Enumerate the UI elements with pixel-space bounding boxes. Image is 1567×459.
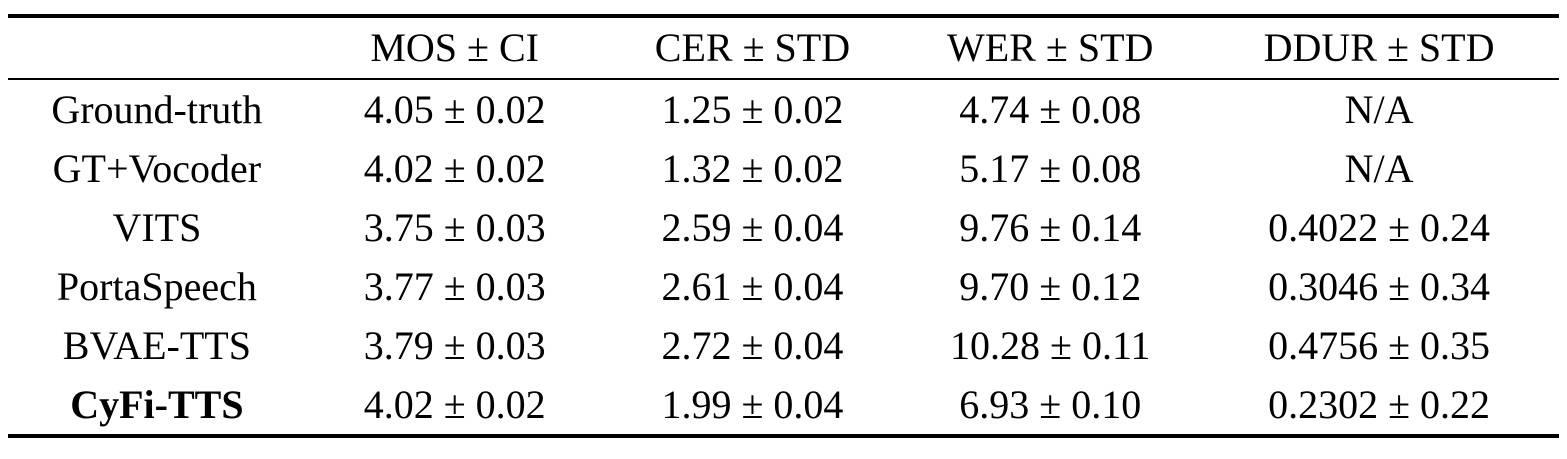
mos-cell: 4.02 ± 0.02 xyxy=(363,381,546,427)
table-header: MOS ± CI CER ± STD WER ± STD DDUR ± STD xyxy=(8,16,1559,80)
table-row-portaspeech: PortaSpeech 3.77 ± 0.03 2.61 ± 0.04 9.70… xyxy=(8,257,1559,316)
cer-cell: 1.32 ± 0.02 xyxy=(661,145,844,191)
mos-cell: 3.77 ± 0.03 xyxy=(363,263,546,309)
header-cer-std: CER ± STD xyxy=(603,16,902,80)
mos-cell: 4.02 ± 0.02 xyxy=(363,145,546,191)
wer-cell: 9.76 ± 0.14 xyxy=(959,204,1142,250)
header-ddur-std: DDUR ± STD xyxy=(1199,16,1559,80)
ddur-cell: 0.2302 ± 0.22 xyxy=(1268,381,1491,427)
model-cell: GT+Vocoder xyxy=(52,145,262,191)
header-wer-std: WER ± STD xyxy=(901,16,1200,80)
header-row: MOS ± CI CER ± STD WER ± STD DDUR ± STD xyxy=(8,16,1559,80)
results-table-container: MOS ± CI CER ± STD WER ± STD DDUR ± STD … xyxy=(8,14,1559,438)
ddur-cell: 0.3046 ± 0.34 xyxy=(1268,263,1491,309)
model-cell: BVAE-TTS xyxy=(62,322,251,368)
wer-cell: 10.28 ± 0.11 xyxy=(950,322,1151,368)
mos-cell: 3.79 ± 0.03 xyxy=(363,322,546,368)
wer-cell: 9.70 ± 0.12 xyxy=(959,263,1142,309)
tts-results-table: MOS ± CI CER ± STD WER ± STD DDUR ± STD … xyxy=(8,14,1559,438)
cer-cell: 2.72 ± 0.04 xyxy=(661,322,844,368)
wer-cell: 5.17 ± 0.08 xyxy=(959,145,1142,191)
table-row-ground-truth: Ground-truth 4.05 ± 0.02 1.25 ± 0.02 4.7… xyxy=(8,79,1559,139)
mos-cell: 4.05 ± 0.02 xyxy=(363,86,546,132)
wer-cell: 6.93 ± 0.10 xyxy=(959,381,1142,427)
mos-cell: 3.75 ± 0.03 xyxy=(363,204,546,250)
header-mos-ci: MOS ± CI xyxy=(305,16,604,80)
header-model xyxy=(8,16,306,80)
ddur-cell: 0.4756 ± 0.35 xyxy=(1268,322,1491,368)
ddur-cell: N/A xyxy=(1344,86,1414,132)
model-cell: Ground-truth xyxy=(51,86,263,132)
cer-cell: 1.99 ± 0.04 xyxy=(661,381,844,427)
model-cell: VITS xyxy=(112,204,202,250)
cer-cell: 2.59 ± 0.04 xyxy=(661,204,844,250)
table-row-cyfi-tts: CyFi-TTS 4.02 ± 0.02 1.99 ± 0.04 6.93 ± … xyxy=(8,375,1559,436)
table-row-gt-vocoder: GT+Vocoder 4.02 ± 0.02 1.32 ± 0.02 5.17 … xyxy=(8,139,1559,198)
ddur-cell: N/A xyxy=(1344,145,1414,191)
model-cell: PortaSpeech xyxy=(56,263,257,309)
model-cell: CyFi-TTS xyxy=(70,381,244,427)
table-row-bvae-tts: BVAE-TTS 3.79 ± 0.03 2.72 ± 0.04 10.28 ±… xyxy=(8,316,1559,375)
table-row-vits: VITS 3.75 ± 0.03 2.59 ± 0.04 9.76 ± 0.14… xyxy=(8,198,1559,257)
table-body: Ground-truth 4.05 ± 0.02 1.25 ± 0.02 4.7… xyxy=(8,79,1559,436)
wer-cell: 4.74 ± 0.08 xyxy=(959,86,1142,132)
cer-cell: 1.25 ± 0.02 xyxy=(661,86,844,132)
cer-cell: 2.61 ± 0.04 xyxy=(661,263,844,309)
ddur-cell: 0.4022 ± 0.24 xyxy=(1268,204,1491,250)
